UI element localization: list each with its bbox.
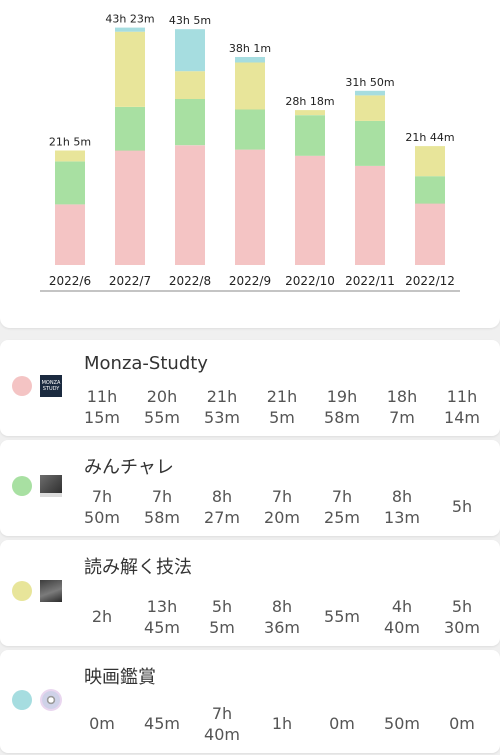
activity-card[interactable]: みんチャレ 7h 50m 7h 58m 8h 27m 7h 20m 7h 25m 8h 13… xyxy=(0,440,500,536)
bar-total-label: 43h 23m xyxy=(105,13,154,26)
month-value: 8h 36m xyxy=(264,597,300,637)
month-value: 7h 58m xyxy=(144,487,180,527)
month-value: 5h 30m xyxy=(444,597,480,637)
x-tick-label: 2022/6 xyxy=(49,274,91,288)
bar-segment-2022-9-s2 xyxy=(235,62,265,110)
month-value: 0m xyxy=(89,714,115,733)
bar-segment-2022-6-s0 xyxy=(55,204,85,265)
month-value: 7h 50m xyxy=(84,487,120,527)
bar-segment-2022-12-s2 xyxy=(415,146,445,177)
bar-segment-2022-10-s2 xyxy=(295,110,325,116)
bar-total-label: 38h 1m xyxy=(229,42,271,55)
month-value: 2h xyxy=(91,607,113,626)
bar-total-label: 21h 44m xyxy=(405,131,454,144)
color-dot xyxy=(12,581,32,601)
month-value: 11h 14m xyxy=(444,387,480,427)
month-value: 0m xyxy=(449,714,475,733)
month-value: 55m xyxy=(324,607,360,626)
x-tick-label: 2022/8 xyxy=(169,274,211,288)
month-value: 8h 13m xyxy=(384,487,420,527)
month-value: 20h 55m xyxy=(144,387,180,427)
month-value: 7h 25m xyxy=(324,487,360,527)
bar-segment-2022-11-s3 xyxy=(355,90,385,96)
bar-segment-2022-7-s2 xyxy=(115,31,145,107)
bar-segment-2022-12-s0 xyxy=(415,203,445,265)
bar-segment-2022-8-s2 xyxy=(175,71,205,99)
bar-segment-2022-9-s1 xyxy=(235,109,265,150)
bar-segment-2022-11-s2 xyxy=(355,95,385,121)
activity-title: Monza-Studty xyxy=(84,353,208,374)
month-value: 19h 58m xyxy=(324,387,360,427)
month-value: 13h 45m xyxy=(144,597,180,637)
activity-title: 読み解く技法 xyxy=(84,557,192,578)
activity-card[interactable]: 読み解く技法 2h 13h 45m 5h 5m 8h 36m 55m 4h 40m 5h 30… xyxy=(0,540,500,646)
activity-card[interactable]: 映画鑑賞 0m 45m 7h 40m 1h 0m 50m 0m xyxy=(0,650,500,753)
bar-segment-2022-8-s3 xyxy=(175,29,205,72)
month-value: 50m xyxy=(384,714,420,733)
stacked-bar-chart: 21h 5m 2022/6 43h 23m 2022/7 43h 5m 2022/8 38h… xyxy=(40,13,460,292)
bar-segment-2022-8-s0 xyxy=(175,145,205,265)
x-tick-label: 2022/10 xyxy=(285,274,335,288)
color-dot xyxy=(12,376,32,396)
bar-total-label: 31h 50m xyxy=(345,76,394,89)
month-value: 7h 20m xyxy=(264,487,300,527)
month-value: 8h 27m xyxy=(204,487,240,527)
monthly-chart-card: 21h 5m 2022/6 43h 23m 2022/7 43h 5m 2022/8 38h… xyxy=(0,0,500,328)
month-value: 7h 40m xyxy=(204,704,240,744)
bar-segment-2022-11-s0 xyxy=(355,165,385,265)
month-value: 21h 53m xyxy=(204,387,240,427)
activity-title: 映画鑑賞 xyxy=(84,667,156,688)
bar-segment-2022-10-s1 xyxy=(295,115,325,156)
bar-segment-2022-7-s1 xyxy=(115,107,145,151)
color-dot xyxy=(12,476,32,496)
month-value: 45m xyxy=(144,714,180,733)
bar-segment-2022-8-s1 xyxy=(175,99,205,146)
book-image-icon xyxy=(40,580,62,602)
x-tick-label: 2022/9 xyxy=(229,274,271,288)
bar-segment-2022-7-s3 xyxy=(115,27,145,32)
month-value: 4h 40m xyxy=(384,597,420,637)
month-value: 5h 5m xyxy=(209,597,235,637)
month-value: 18h 7m xyxy=(386,387,418,427)
bar-segment-2022-9-s0 xyxy=(235,149,265,265)
bar-segment-2022-9-s3 xyxy=(235,57,265,63)
x-tick-label: 2022/7 xyxy=(109,274,151,288)
bar-segment-2022-11-s1 xyxy=(355,120,385,166)
month-value: 21h 5m xyxy=(266,387,298,427)
minchalle-image-icon xyxy=(40,475,62,497)
activity-title: みんチャレ xyxy=(84,457,174,478)
bar-segment-2022-7-s0 xyxy=(115,150,145,265)
month-value: 0m xyxy=(329,714,355,733)
bar-total-label: 28h 18m xyxy=(285,95,334,108)
bar-segment-2022-6-s2 xyxy=(55,150,85,162)
bar-segment-2022-6-s1 xyxy=(55,161,85,205)
bar-total-label: 21h 5m xyxy=(49,136,91,149)
x-tick-label: 2022/12 xyxy=(405,274,455,288)
dvd-icon-icon xyxy=(40,689,62,711)
bar-segment-2022-12-s1 xyxy=(415,176,445,204)
color-dot xyxy=(12,690,32,710)
month-value: 1h xyxy=(271,714,293,733)
bar-segment-2022-10-s0 xyxy=(295,155,325,265)
activity-card[interactable]: Monza-Studty MONZA STUDY 11h 15m 20h 55m 21h… xyxy=(0,340,500,436)
month-value: 5h xyxy=(451,497,473,516)
bar-total-label: 43h 5m xyxy=(169,14,211,27)
monza-study-logo-icon: MONZA STUDY xyxy=(40,375,62,397)
x-tick-label: 2022/11 xyxy=(345,274,395,288)
month-value: 11h 15m xyxy=(84,387,120,427)
